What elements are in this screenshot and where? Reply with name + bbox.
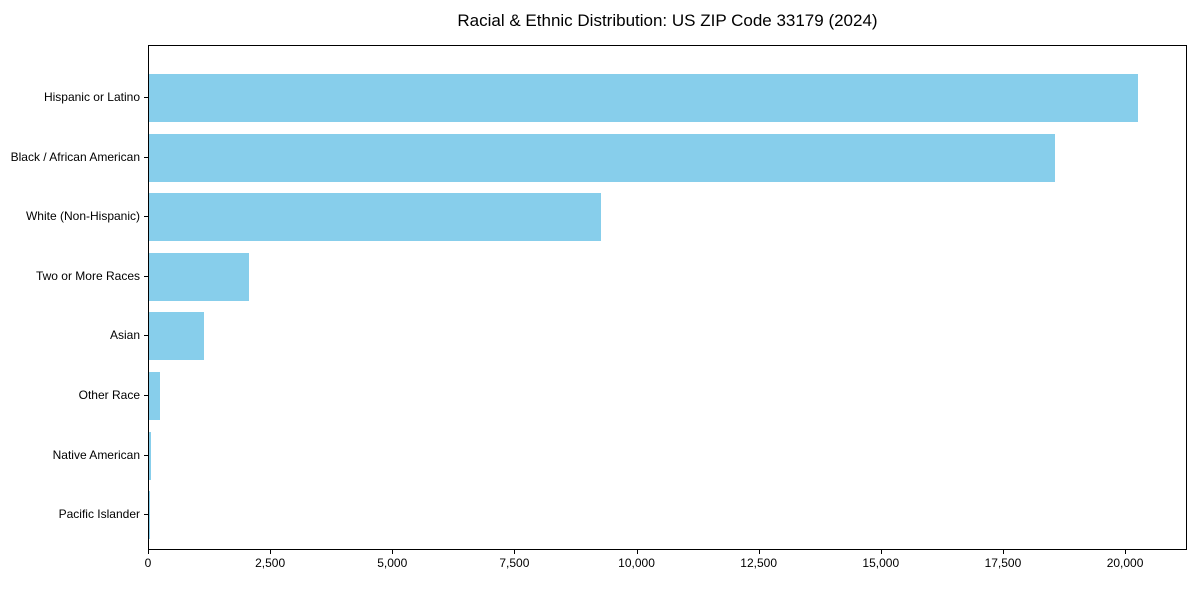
x-tick-label-20000: 20,000 (1106, 556, 1144, 570)
y-tick-mark (144, 395, 148, 396)
bar-pacific-islander (149, 491, 150, 540)
chart-title: Racial & Ethnic Distribution: US ZIP Cod… (457, 11, 878, 30)
x-tick-mark (1002, 550, 1004, 554)
y-tick-label-pacific-islander: Pacific Islander (58, 507, 140, 522)
x-tick-mark (636, 550, 638, 554)
y-tick-mark (144, 454, 148, 456)
bar-hispanic-or-latino (149, 74, 1139, 122)
x-tick-mark (1125, 550, 1127, 554)
y-tick-label-asian: Asian (109, 328, 140, 343)
x-tick-label-17500: 17,500 (984, 556, 1022, 570)
x-tick-mark (758, 550, 760, 554)
y-tick-label-two-or-more-races: Two or More Races (35, 268, 140, 283)
y-tick-label-white-non-hispanic: White (Non-Hispanic) (25, 209, 140, 224)
plot-area (148, 45, 1187, 550)
x-tick-mark (880, 550, 882, 554)
bar-native-american (149, 431, 151, 480)
bars-layer (149, 46, 1186, 549)
bar-black-african-american (149, 133, 1056, 182)
y-tick-label-hispanic-or-latino: Hispanic or Latino (43, 90, 140, 104)
y-tick-mark (144, 275, 148, 277)
y-tick-mark (144, 97, 148, 98)
bar-two-or-more-races (149, 252, 250, 301)
y-tick-label-black-african-american: Black / African American (10, 149, 140, 164)
x-tick-label-2500: 2,500 (255, 556, 286, 570)
x-tick-label-15000: 15,000 (862, 556, 900, 570)
y-tick-mark (144, 335, 148, 337)
x-tick-label-10000: 10,000 (618, 556, 655, 570)
y-tick-label-other-race: Other Race (78, 388, 140, 402)
x-tick-label-0: 0 (144, 556, 152, 570)
x-tick-mark (392, 550, 394, 554)
y-tick-mark (144, 156, 148, 158)
x-tick-mark (148, 550, 149, 554)
bar-white-non-hispanic (149, 193, 601, 242)
x-tick-label-5000: 5,000 (377, 556, 408, 570)
x-tick-label-12500: 12,500 (740, 556, 778, 570)
y-tick-label-native-american: Native American (52, 447, 140, 462)
bar-asian (149, 312, 204, 361)
bar-other-race (149, 372, 160, 420)
x-tick-label-7500: 7,500 (499, 556, 530, 570)
x-tick-mark (270, 550, 272, 554)
y-tick-mark (144, 216, 148, 218)
x-tick-mark (514, 550, 516, 554)
y-tick-mark (144, 514, 148, 516)
